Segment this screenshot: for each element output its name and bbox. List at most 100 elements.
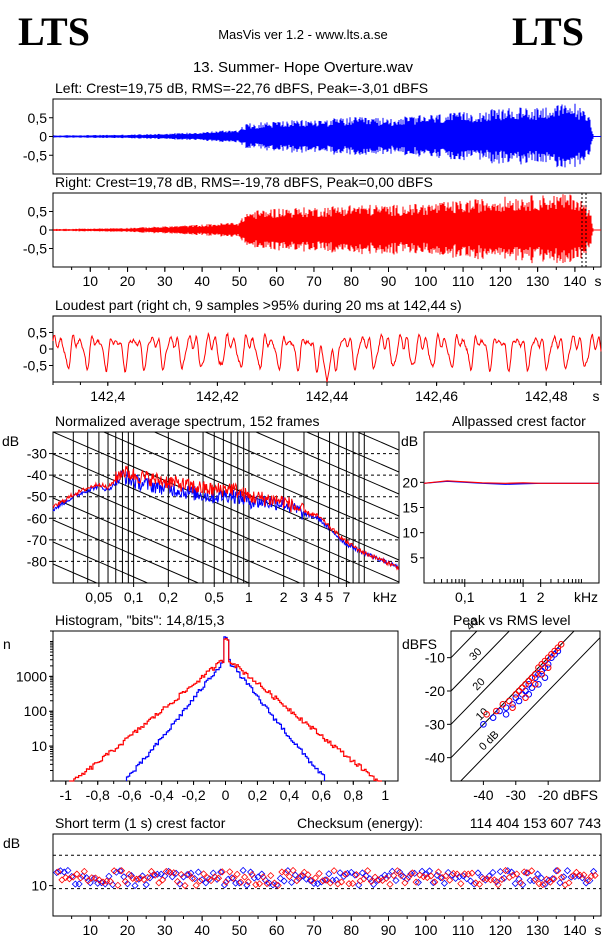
- short-term-crest-point-left: [276, 874, 284, 882]
- short-term-crest-point-left: [131, 882, 139, 890]
- right-waveform-x-tick-label: 110: [452, 273, 475, 289]
- short-term-crest-x-tick-label: 130: [526, 922, 550, 938]
- short-term-crest-point-right: [364, 867, 372, 875]
- right-waveform-x-tick-label: 90: [381, 273, 397, 289]
- spectrum-slope-line: [305, 432, 399, 473]
- short-term-crest-point-left: [116, 867, 124, 875]
- peak-vs-rms-point-right: [518, 684, 526, 691]
- short-term-crest-point-right: [144, 873, 152, 882]
- peak-vs-rms-point-left: [480, 721, 487, 728]
- peak-vs-rms-point-left: [554, 647, 562, 655]
- short-term-crest-checksum-label: Checksum (energy):: [297, 815, 423, 831]
- short-term-crest-point-left: [202, 879, 210, 887]
- short-term-crest-point-left: [75, 880, 83, 888]
- short-term-crest-point-right: [315, 869, 323, 878]
- short-term-crest-point-right: [170, 869, 178, 877]
- right-waveform-x-tick-label: 130: [526, 273, 550, 289]
- short-term-crest-point-right: [289, 866, 297, 875]
- short-term-crest-point-right: [241, 873, 249, 881]
- short-term-crest-point-left: [343, 869, 352, 878]
- peak-vs-rms-point-left: [515, 697, 523, 705]
- peak-vs-rms-diag-label: 10: [474, 706, 491, 723]
- loudest-part-y-tick-label: 0: [39, 341, 47, 357]
- peak-vs-rms-point-right: [544, 664, 552, 671]
- short-term-crest-point-right: [121, 877, 129, 886]
- histogram-x-tick-label: 0,8: [344, 787, 364, 803]
- spectrum-x-tick-label: 2: [280, 589, 288, 605]
- short-term-crest-point-right: [132, 875, 141, 883]
- short-term-crest-point-left: [452, 874, 460, 882]
- short-term-crest-point-left: [366, 875, 374, 883]
- short-term-crest-point-right: [118, 867, 126, 875]
- short-term-crest-point-left: [71, 880, 79, 888]
- peak-vs-rms-title: Peak vs RMS level: [453, 612, 570, 628]
- short-term-crest-point-left: [507, 868, 516, 876]
- left-waveform-y-tick-label: 0,5: [28, 110, 48, 126]
- short-term-crest-point-left: [235, 879, 243, 887]
- short-term-crest-point-right: [211, 873, 219, 881]
- short-term-crest-point-right: [390, 871, 398, 880]
- short-term-crest-point-left: [437, 874, 445, 882]
- histogram-y-tick-label: 1000: [16, 668, 47, 684]
- short-term-crest-point-right: [393, 867, 402, 875]
- peak-vs-rms-point-left: [489, 714, 497, 721]
- short-term-crest-point-left: [534, 870, 542, 878]
- loudest-part-frame: [52, 315, 602, 383]
- short-term-crest-point-left: [254, 873, 262, 881]
- short-term-crest-point-left: [537, 874, 545, 882]
- short-term-crest-point-left: [470, 880, 478, 888]
- spectrum-slope-line: [53, 190, 399, 340]
- short-term-crest-point-left: [209, 869, 217, 877]
- short-term-crest-point-right: [352, 871, 361, 879]
- right-waveform-x-tick-label: 70: [306, 273, 322, 289]
- short-term-crest-point-left: [142, 881, 150, 889]
- short-term-crest-point-left: [463, 875, 471, 883]
- short-term-crest-ylabel: dB: [3, 835, 20, 851]
- short-term-crest-point-right: [244, 878, 252, 886]
- short-term-crest-point-left: [493, 878, 501, 886]
- spectrum-title: Normalized average spectrum, 152 frames: [55, 413, 320, 429]
- short-term-crest-point-left: [455, 873, 463, 881]
- short-term-crest-point-right: [427, 872, 435, 880]
- short-term-crest-point-left: [567, 873, 575, 881]
- peak-vs-rms-point-right: [499, 701, 507, 708]
- short-term-crest-point-left: [474, 869, 482, 877]
- peak-vs-rms-point-left: [525, 691, 533, 698]
- short-term-crest-point-right: [419, 873, 428, 881]
- right-waveform-x-tick-label: s: [595, 273, 602, 289]
- short-term-crest-point-right: [77, 874, 85, 882]
- allpassed-crest-series-right: [423, 480, 599, 484]
- spectrum-slope-line: [53, 475, 302, 583]
- short-term-crest-point-left: [511, 880, 519, 888]
- short-term-crest-x-tick-label: 100: [414, 922, 438, 938]
- short-term-crest-point-right: [200, 870, 208, 878]
- allpassed-crest-title: Allpassed crest factor: [452, 413, 586, 429]
- short-term-crest-point-left: [325, 870, 333, 878]
- short-term-crest-point-right: [483, 875, 491, 883]
- spectrum-y-tick-label: -80: [27, 553, 47, 569]
- spectrum-slope-line: [53, 432, 399, 583]
- short-term-crest-point-right: [576, 871, 584, 879]
- short-term-crest-point-left: [530, 877, 538, 885]
- short-term-crest-point-left: [302, 875, 311, 883]
- short-term-crest-point-right: [550, 875, 558, 883]
- short-term-crest-point-left: [86, 879, 94, 887]
- short-term-crest-point-left: [560, 873, 568, 881]
- peak-vs-rms-frame: [450, 630, 601, 782]
- lts-logo-left: LTS: [18, 9, 90, 54]
- short-term-crest-point-left: [53, 868, 61, 877]
- short-term-crest-point-left: [168, 873, 176, 881]
- right-waveform-y-tick-label: -0,5: [23, 241, 47, 257]
- loudest-part-x-tick-label: 142,48: [525, 388, 568, 404]
- right-waveform-x-tick-label: 120: [489, 273, 513, 289]
- right-waveform-x-tick-label: 30: [157, 273, 173, 289]
- peak-vs-rms-point-right: [493, 707, 500, 715]
- spectrum-x-tick-label: 0,5: [204, 589, 224, 605]
- right-waveform-x-tick-label: 80: [343, 273, 359, 289]
- short-term-crest-point-left: [358, 869, 366, 877]
- short-term-crest-point-right: [405, 873, 413, 881]
- loudest-part-x-tick-label: 142,4: [90, 388, 125, 404]
- short-term-crest-point-right: [125, 870, 133, 878]
- short-term-crest-point-right: [490, 876, 498, 884]
- short-term-crest-point-right: [520, 868, 528, 876]
